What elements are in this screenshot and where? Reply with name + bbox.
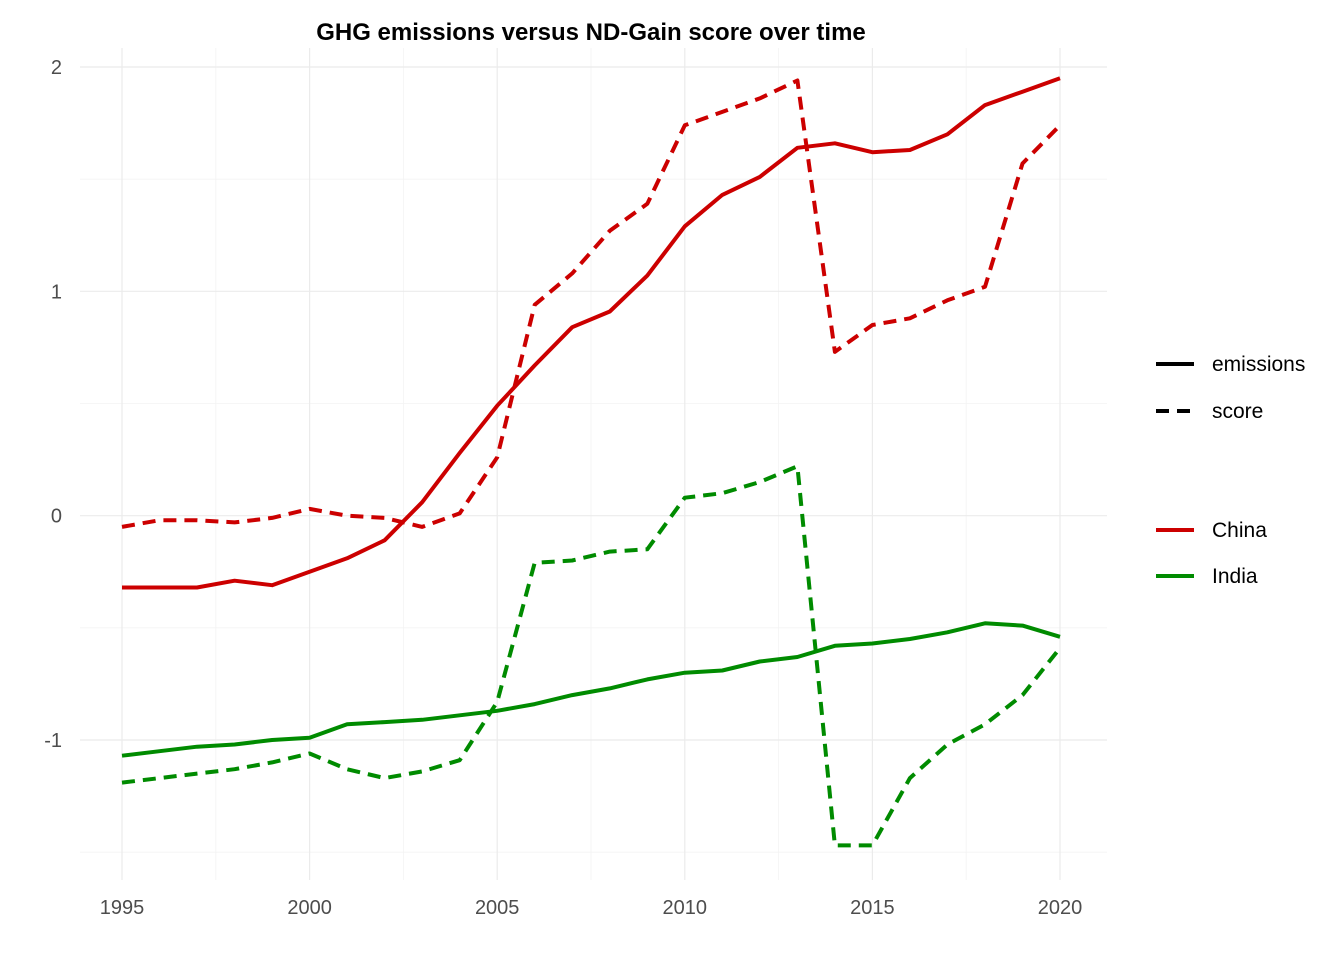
legend-label-china: China — [1212, 519, 1267, 542]
x-tick-label: 2005 — [475, 897, 520, 919]
y-tick-label: -1 — [44, 730, 62, 752]
x-tick-label: 2015 — [850, 897, 895, 919]
grid — [80, 48, 1107, 880]
y-tick-label: 1 — [51, 281, 62, 303]
axis-ticks: 1995 2000 2005 2010 2015 2020 -1 0 1 2 — [44, 57, 1082, 919]
legend-label-score: score — [1212, 400, 1263, 423]
legend: emissions score China India — [1156, 353, 1305, 588]
x-tick-label: 1995 — [100, 897, 145, 919]
india-score-line — [121, 464, 1062, 848]
legend-label-india: India — [1212, 565, 1258, 588]
y-tick-label: 0 — [51, 506, 62, 528]
legend-label-emissions: emissions — [1212, 353, 1305, 376]
china-emissions-line — [122, 76, 1061, 590]
x-tick-label: 2020 — [1038, 897, 1083, 919]
x-tick-label: 2010 — [663, 897, 708, 919]
series-lines — [121, 76, 1062, 848]
chart-title: GHG emissions versus ND-Gain score over … — [316, 19, 866, 46]
india-emissions-line — [121, 621, 1061, 758]
china-score-line — [121, 78, 1062, 529]
y-tick-label: 2 — [51, 57, 62, 79]
x-tick-label: 2000 — [287, 897, 332, 919]
